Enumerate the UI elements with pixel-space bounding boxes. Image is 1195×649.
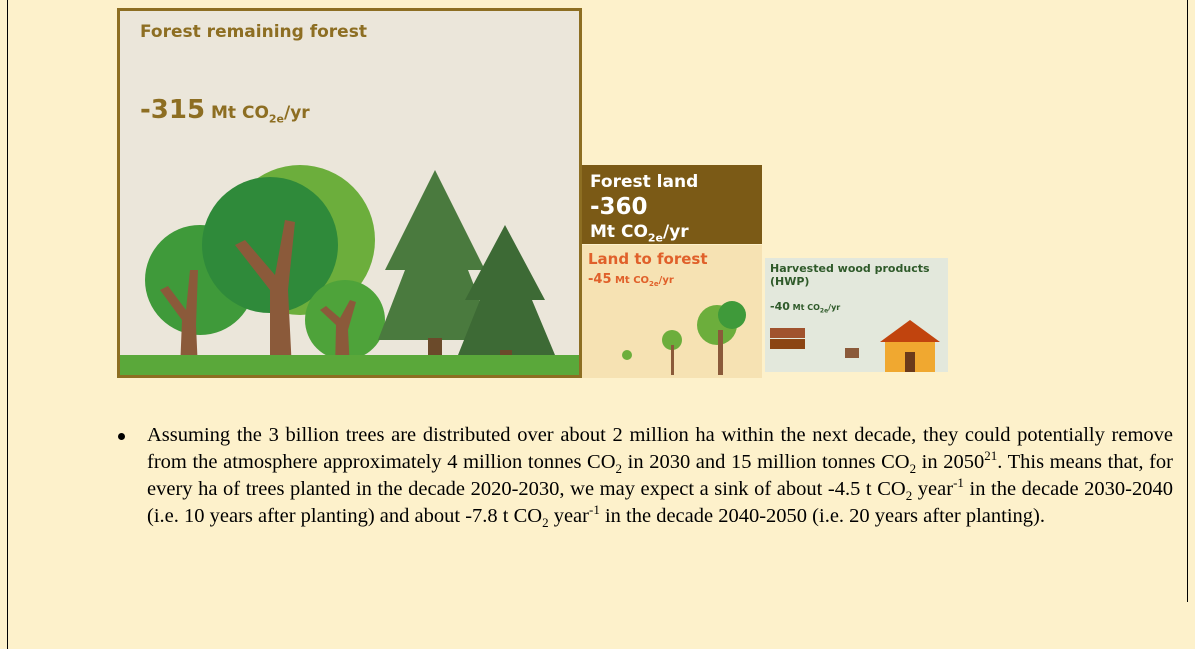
text-run: . This means that, for every ha of trees…: [147, 451, 1174, 500]
text-run: in 2030 and 15 million tonnes CO: [622, 451, 910, 473]
unit-end: /yr: [284, 103, 310, 123]
unit-sub: 2e: [649, 280, 659, 288]
text-run: 2: [542, 515, 549, 531]
text-run: -1: [588, 502, 600, 518]
unit-line: Mt CO2e/yr: [590, 220, 762, 250]
bullet-dot: [118, 433, 125, 440]
bullet-paragraph: Assuming the 3 billion trees are distrib…: [147, 422, 1173, 530]
text-run: Assuming the 3 billion trees are distrib…: [147, 424, 1173, 473]
value-line: -40 Mt CO2e/yr: [770, 300, 840, 315]
text-run: 2: [615, 461, 623, 477]
left-border: [7, 0, 8, 649]
label: Land to forest: [588, 250, 708, 268]
value: -40: [770, 300, 790, 313]
text-run: -1: [953, 475, 964, 491]
forest-land-panel: Forest land -360 Mt CO2e/yr: [582, 165, 762, 244]
unit: Mt CO: [614, 275, 650, 286]
unit-sub: 2e: [819, 307, 829, 315]
unit-sub: 2e: [268, 112, 285, 126]
forest-illustration: [120, 165, 579, 375]
text-run: in 2050: [916, 451, 985, 473]
text-run: in the decade 2030-2040 (i.e. 10 years a…: [147, 478, 1173, 527]
text-run: in the decade 2040-2050 (i.e. 20 years a…: [599, 505, 1045, 527]
unit-sub: 2e: [647, 231, 664, 245]
wood-illustration: [770, 320, 940, 372]
label: Forest remaining forest: [140, 22, 367, 42]
text-run: year: [548, 505, 589, 527]
text-run: year: [912, 478, 954, 500]
text-run: 21: [984, 448, 998, 464]
value: -360: [590, 194, 648, 220]
text-run: 2: [905, 488, 913, 504]
unit: Mt CO: [590, 222, 648, 242]
unit-end: /yr: [663, 222, 689, 242]
unit-end: /yr: [658, 275, 674, 286]
text-run: 2: [909, 461, 917, 477]
value-line: -315 Mt CO2e/yr: [140, 95, 310, 125]
unit: Mt CO: [792, 303, 820, 312]
unit-end: /yr: [828, 303, 841, 312]
label: Forest land: [590, 172, 699, 192]
sapling-illustration: [622, 301, 746, 375]
unit: Mt CO: [211, 103, 269, 123]
value-line: -45 Mt CO2e/yr: [588, 272, 674, 288]
value: -45: [588, 272, 612, 287]
right-border: [1187, 0, 1188, 602]
label: Harvested wood products (HWP): [770, 262, 930, 288]
value: -315: [140, 95, 206, 125]
